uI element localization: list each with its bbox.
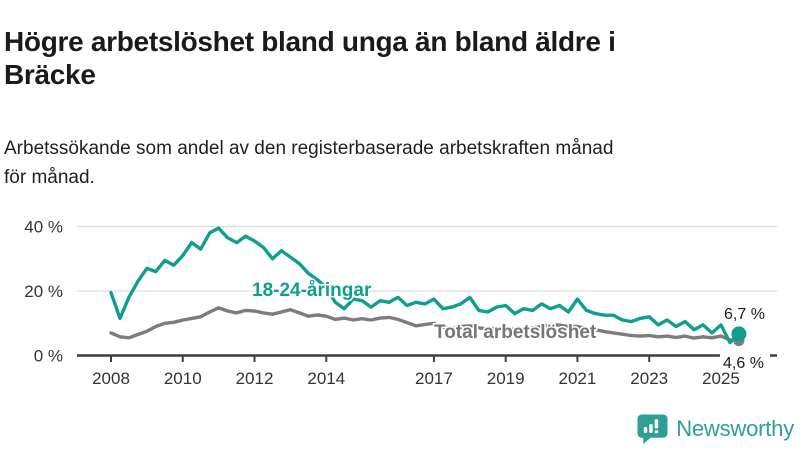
y-tick-label: 20 % <box>24 282 63 301</box>
end-value-label-total: 4,6 % <box>723 355 764 372</box>
y-tick-label: 0 % <box>34 347 63 366</box>
x-tick-label: 2014 <box>307 369 345 388</box>
speech-bubble-bar-chart-icon <box>637 414 668 445</box>
y-axis-labels: 0 % 20 % 40 % <box>24 218 63 366</box>
x-tick-label: 2025 <box>702 369 740 388</box>
end-dot-young <box>731 326 747 342</box>
newsworthy-logo[interactable]: Newsworthy <box>636 413 794 445</box>
end-value-label-young: 6,7 % <box>724 306 765 323</box>
chart-subtitle: Arbetssökande som andel av den registerb… <box>4 135 794 192</box>
series-end-dots <box>731 326 747 347</box>
newsworthy-logo-text: Newsworthy <box>676 416 794 441</box>
title-line-1: Högre arbetslöshet bland unga än bland ä… <box>4 25 616 57</box>
x-tick-label: 2023 <box>630 369 668 388</box>
series-line-total <box>109 306 741 343</box>
series-label-young: 18-24-åringar <box>252 280 372 301</box>
x-tick-label: 2008 <box>92 369 130 388</box>
x-axis-ticks: 2008 2010 2012 2014 2017 2019 2021 2023 2025 <box>92 355 740 388</box>
subtitle-line-2: för månad. <box>4 166 95 188</box>
x-tick-label: 2021 <box>559 369 597 388</box>
page-title: Högre arbetslöshet bland unga än bland ä… <box>4 25 774 92</box>
end-label-backdrop <box>720 350 770 371</box>
series-label-total: Total arbetslöshet <box>434 322 597 343</box>
x-tick-label: 2012 <box>236 369 274 388</box>
series-lines <box>109 226 741 345</box>
gridlines <box>77 225 777 292</box>
series-line-young <box>109 226 741 345</box>
y-tick-label: 40 % <box>24 218 63 237</box>
x-tick-label: 2010 <box>164 369 202 388</box>
subtitle-line-1: Arbetssökande som andel av den registerb… <box>4 138 614 159</box>
title-line-2: Bräcke <box>4 59 96 91</box>
x-tick-label: 2019 <box>487 369 525 388</box>
x-tick-label: 2017 <box>415 369 453 388</box>
